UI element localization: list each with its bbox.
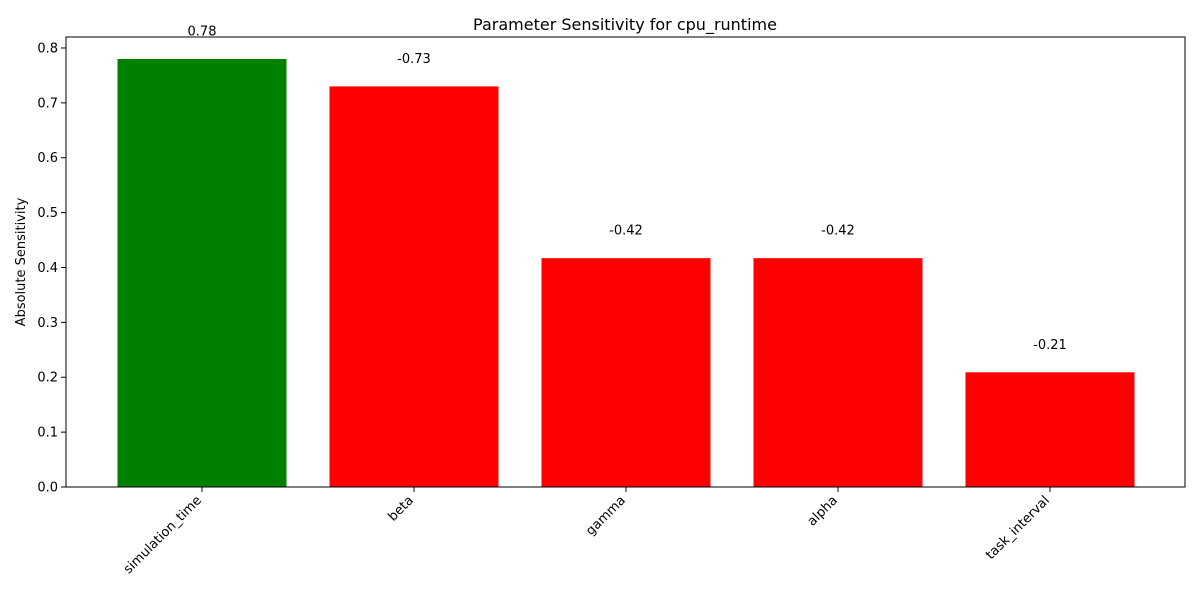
y-tick-label: 0.7 <box>37 96 58 111</box>
y-tick-label: 0.3 <box>37 316 58 331</box>
y-tick-label: 0.1 <box>37 426 58 441</box>
bar-beta <box>329 86 499 487</box>
x-tick-label: gamma <box>583 493 629 539</box>
value-label: -0.42 <box>609 224 643 239</box>
y-tick-label: 0.2 <box>37 371 58 386</box>
y-tick-label: 0.8 <box>37 41 58 56</box>
bar-alpha <box>753 258 923 487</box>
y-tick-label: 0.4 <box>37 261 58 276</box>
bar-simulation-time <box>117 58 287 487</box>
bar-gamma <box>541 258 711 487</box>
x-tick-label: task_interval <box>983 493 1053 563</box>
value-label: -0.42 <box>821 224 855 239</box>
y-tick-label: 0.5 <box>37 206 58 221</box>
y-tick-label: 0.0 <box>37 481 58 496</box>
y-tick-label: 0.6 <box>37 151 58 166</box>
chart-title: Parameter Sensitivity for cpu_runtime <box>473 15 777 35</box>
x-tick-label: simulation_time <box>121 493 205 577</box>
x-tick-label: alpha <box>805 493 841 529</box>
plot-area: 0.78 simulation_time -0.73 beta -0.42 gamma -0… <box>37 25 1186 577</box>
value-label: -0.73 <box>397 52 431 67</box>
plot-frame <box>65 36 1186 488</box>
x-tick-label: beta <box>385 493 416 524</box>
value-label: 0.78 <box>188 25 217 40</box>
value-label: -0.21 <box>1033 338 1067 353</box>
y-axis-label: Absolute Sensitivity <box>14 197 29 326</box>
bar-task-interval <box>965 372 1135 487</box>
